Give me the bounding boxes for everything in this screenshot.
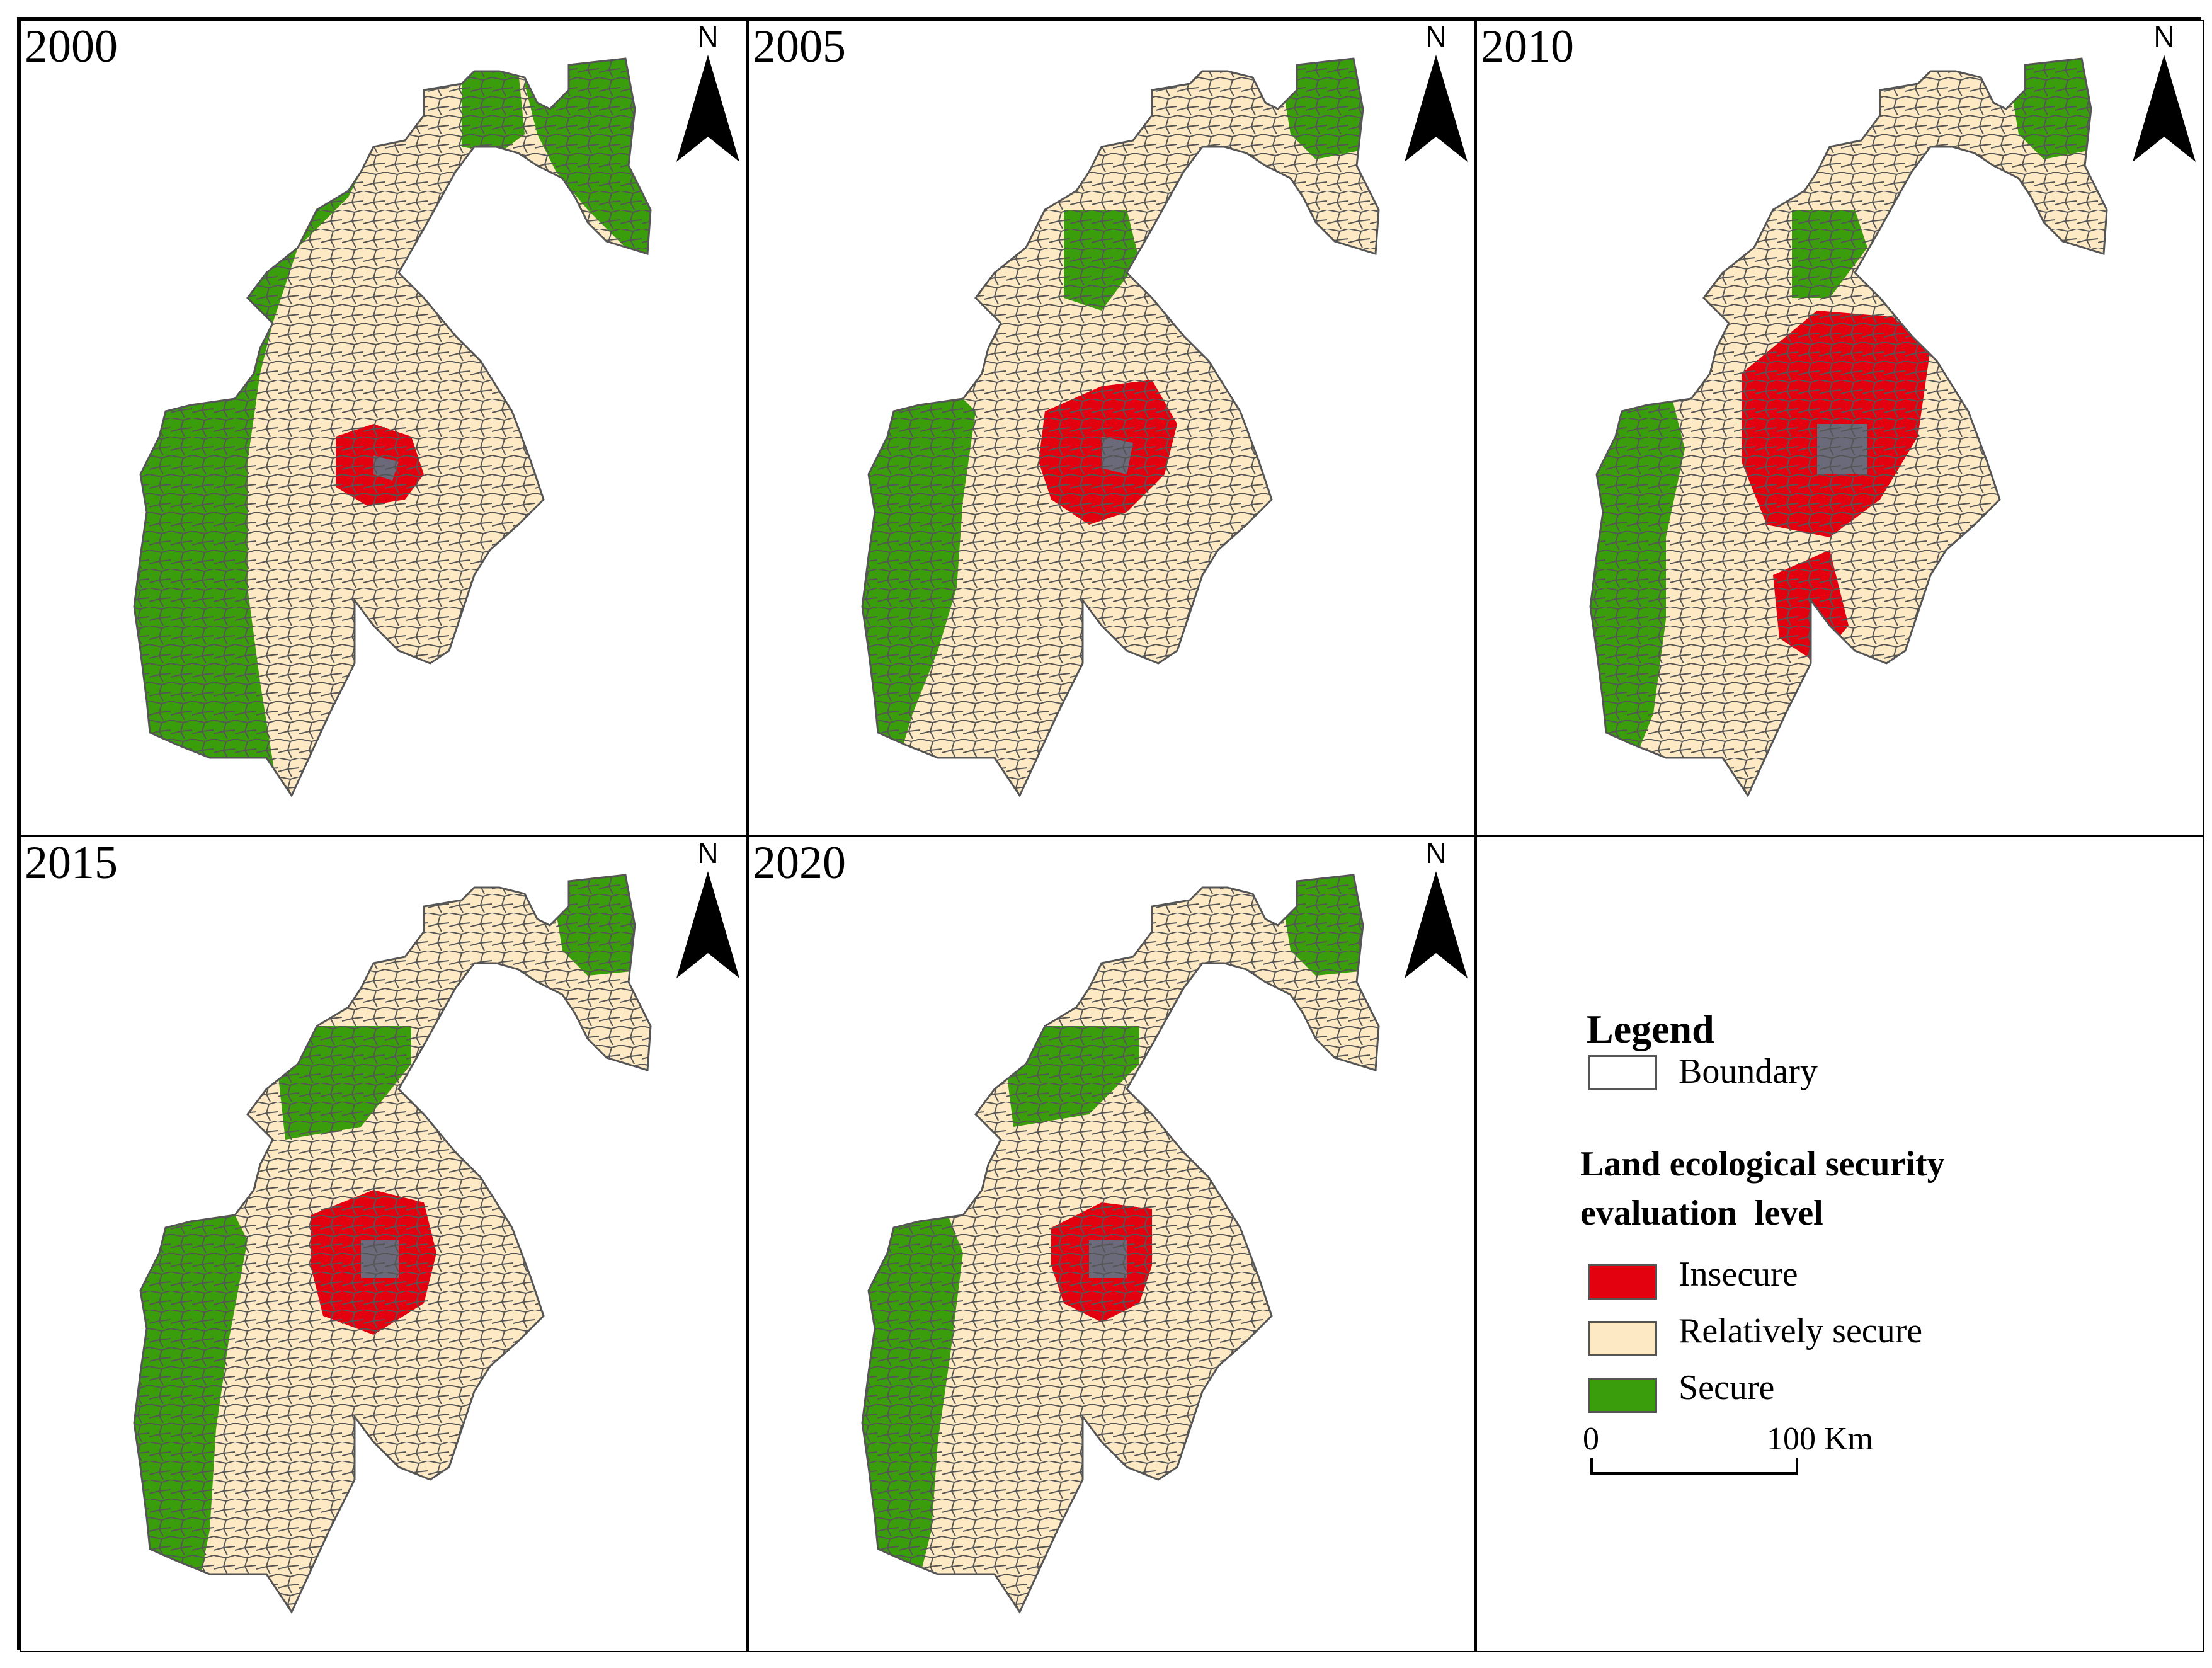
relatively-secure-label: Relatively secure	[1679, 1311, 1923, 1351]
map-panel-2020: 2020 N	[748, 836, 1476, 1652]
legend-section-title-line2: evaluation level	[1580, 1194, 1823, 1233]
region-map-2005	[861, 57, 1380, 797]
legend-title: Legend	[1587, 1007, 1714, 1051]
north-arrow: N	[673, 20, 743, 162]
insecure-swatch	[1588, 1264, 1657, 1300]
north-arrow: N	[2129, 20, 2199, 162]
region-map-2000	[133, 57, 652, 797]
secure-label: Secure	[1679, 1368, 1775, 1407]
legend-section-title: Land ecological security evaluation leve…	[1580, 1140, 2059, 1238]
north-letter: N	[1425, 837, 1447, 869]
scale-end-label: 100 Km	[1767, 1421, 1873, 1457]
region-map-2015	[133, 874, 652, 1613]
north-arrow: N	[1401, 20, 1471, 162]
region-map-2020	[861, 874, 1380, 1613]
legend-panel: Legend Boundary Land ecological security…	[1476, 836, 2204, 1652]
year-label: 2015	[25, 837, 118, 889]
north-letter: N	[697, 20, 719, 53]
north-letter: N	[1425, 20, 1447, 53]
boundary-label: Boundary	[1679, 1052, 1818, 1091]
insecure-label: Insecure	[1679, 1255, 1798, 1294]
map-panel-2015: 2015 N	[20, 836, 748, 1652]
map-panel-2010: 2010 N	[1476, 20, 2204, 836]
north-arrow-icon	[676, 55, 739, 162]
secure-swatch	[1588, 1378, 1657, 1413]
year-label: 2020	[753, 837, 846, 889]
north-arrow-icon	[1405, 871, 1468, 978]
year-label: 2010	[1481, 21, 1574, 72]
north-arrow-icon	[1405, 55, 1468, 162]
boundary-swatch	[1588, 1055, 1657, 1090]
north-arrow: N	[1401, 837, 1471, 978]
region-map-2010	[1589, 57, 2108, 797]
legend: Legend Boundary Land ecological security…	[1477, 837, 2203, 1651]
map-panel-2000: 2000 N	[20, 20, 748, 836]
north-arrow-icon	[676, 871, 739, 978]
map-panel-2005: 2005 N	[748, 20, 1476, 836]
scale-start-label: 0	[1583, 1421, 1599, 1457]
north-letter: N	[697, 837, 719, 869]
year-label: 2005	[753, 21, 846, 72]
north-letter: N	[2153, 20, 2175, 53]
north-arrow-icon	[2133, 55, 2196, 162]
north-arrow: N	[673, 837, 743, 978]
relatively-secure-swatch	[1588, 1321, 1657, 1356]
figure-frame: 2000 N 2005 N	[17, 17, 2204, 1652]
year-label: 2000	[25, 21, 118, 72]
legend-section-title-line1: Land ecological security	[1580, 1145, 1945, 1184]
scale-bar	[1590, 1458, 1798, 1475]
